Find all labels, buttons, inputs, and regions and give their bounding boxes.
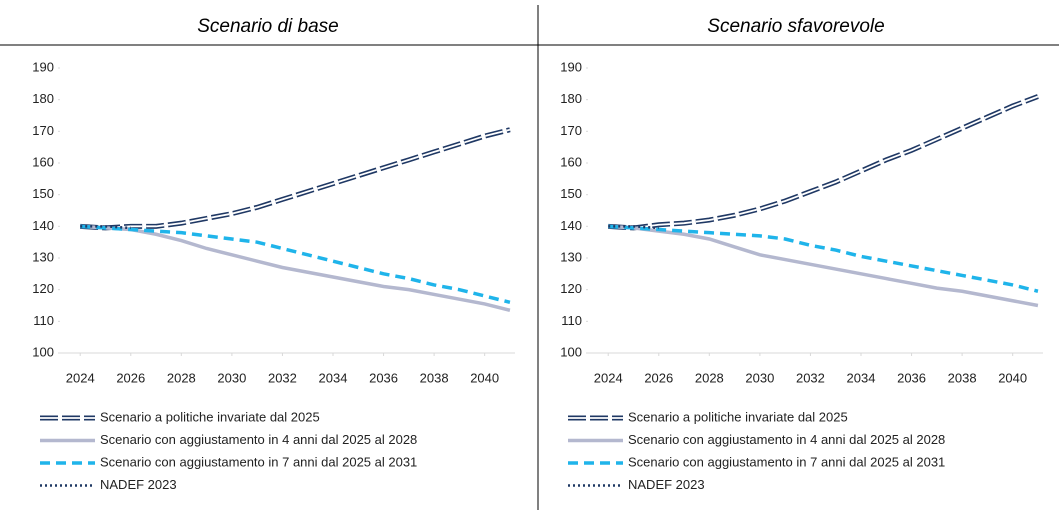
x-tick-label: 2038 <box>948 370 977 385</box>
y-tick-label: 150 <box>560 186 582 201</box>
y-tick-label: 180 <box>32 91 54 106</box>
y-tick-label: 110 <box>33 313 54 328</box>
series-line <box>80 225 131 230</box>
x-tick-label: 2024 <box>594 370 623 385</box>
legend-label: NADEF 2023 <box>100 477 177 492</box>
y-tick-label: 150 <box>32 186 54 201</box>
x-tick-label: 2036 <box>897 370 926 385</box>
y-tick-label: 130 <box>32 249 54 264</box>
legend-label: NADEF 2023 <box>628 477 705 492</box>
legend-label: Scenario con aggiustamento in 7 anni dal… <box>100 454 417 469</box>
y-tick-label: 140 <box>32 218 54 233</box>
x-tick-label: 2032 <box>796 370 825 385</box>
legend-label: Scenario a politiche invariate dal 2025 <box>100 409 320 424</box>
x-tick-label: 2026 <box>116 370 145 385</box>
x-tick-label: 2040 <box>470 370 499 385</box>
series-line <box>80 127 511 231</box>
x-tick-label: 2028 <box>167 370 196 385</box>
y-tick-label: 130 <box>560 249 582 264</box>
series-line <box>608 224 1039 308</box>
y-tick-label: 140 <box>560 218 582 233</box>
series-line <box>608 224 1039 293</box>
x-tick-label: 2040 <box>998 370 1027 385</box>
series-line <box>608 225 659 230</box>
y-tick-label: 160 <box>560 154 582 169</box>
x-tick-label: 2026 <box>644 370 673 385</box>
chart-title: Scenario sfavorevole <box>707 16 884 37</box>
y-tick-label: 120 <box>32 281 54 296</box>
x-tick-label: 2034 <box>847 370 876 385</box>
y-tick-label: 190 <box>32 59 54 74</box>
y-tick-label: 170 <box>32 123 54 138</box>
x-tick-label: 2034 <box>319 370 348 385</box>
y-tick-label: 160 <box>32 154 54 169</box>
y-tick-label: 100 <box>32 344 54 359</box>
series-line <box>80 224 511 312</box>
legend-label: Scenario con aggiustamento in 4 anni dal… <box>100 432 417 447</box>
series-line <box>608 94 1039 231</box>
y-tick-label: 110 <box>561 313 582 328</box>
legend-label: Scenario a politiche invariate dal 2025 <box>628 409 848 424</box>
x-tick-label: 2030 <box>745 370 774 385</box>
x-tick-label: 2024 <box>66 370 95 385</box>
x-tick-label: 2030 <box>217 370 246 385</box>
y-tick-label: 100 <box>560 344 582 359</box>
series-line-inner <box>608 95 1039 229</box>
series-line-inner <box>80 128 511 229</box>
x-tick-label: 2038 <box>420 370 449 385</box>
x-tick-label: 2028 <box>695 370 724 385</box>
y-tick-label: 170 <box>560 123 582 138</box>
y-tick-label: 180 <box>560 91 582 106</box>
x-tick-label: 2032 <box>268 370 297 385</box>
y-tick-label: 120 <box>560 281 582 296</box>
x-tick-label: 2036 <box>369 370 398 385</box>
legend-label: Scenario con aggiustamento in 7 anni dal… <box>628 454 945 469</box>
y-tick-label: 190 <box>560 59 582 74</box>
legend-label: Scenario con aggiustamento in 4 anni dal… <box>628 432 945 447</box>
chart-title: Scenario di base <box>197 16 339 37</box>
series-line <box>80 224 511 305</box>
